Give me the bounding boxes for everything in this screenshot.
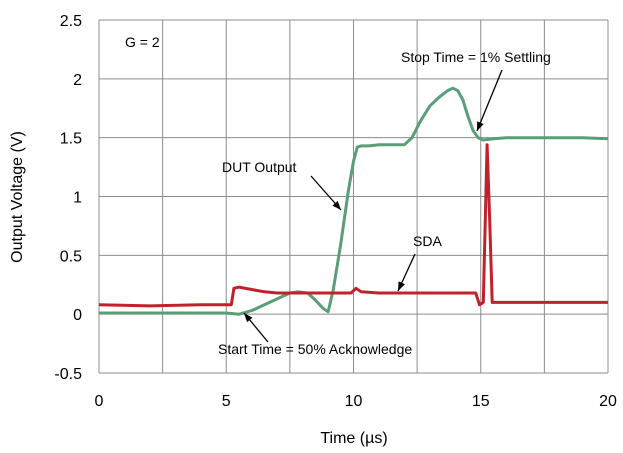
x-tick-label: 15 [472, 393, 490, 410]
y-tick-label: 0 [73, 307, 82, 324]
series-line-sda [98, 143, 608, 308]
arrow-stop-time-head [477, 121, 484, 131]
annotation-sda: SDA [413, 233, 442, 249]
y-tick-label: 2 [73, 72, 82, 89]
y-tick-label: -0.5 [54, 366, 82, 383]
annotation-gain: G = 2 [125, 34, 160, 50]
annotation-start-time: Start Time = 50% Acknowledge [218, 341, 412, 357]
grid [98, 19, 609, 374]
series-lines [98, 86, 609, 316]
y-tick-label: 1.5 [60, 131, 82, 148]
x-tick-label: 0 [95, 393, 104, 410]
x-tick-label: 20 [599, 393, 617, 410]
annotation-stop-time: Stop Time = 1% Settling [401, 49, 551, 65]
annotation-dut-output: DUT Output [222, 159, 297, 175]
arrow-sda-head [398, 281, 405, 291]
x-tick-label: 5 [222, 393, 231, 410]
series-line-dut [99, 86, 609, 316]
arrow-dut-output-head [332, 200, 341, 210]
y-tick-label: 1 [73, 190, 82, 207]
y-tick-label: 0.5 [60, 248, 82, 265]
x-tick-label: 10 [345, 393, 363, 410]
x-axis-title: Time (µs) [320, 430, 387, 447]
y-axis-title: Output Voltage (V) [9, 131, 26, 263]
arrow-stop-time [476, 69, 503, 132]
y-tick-label: 2.5 [60, 13, 82, 30]
arrow-start-time-head [244, 313, 253, 323]
tick-labels: 0 5 10 15 20 2.5 2 1.5 1 0.5 0 -0.5 [54, 13, 617, 410]
annotation-arrows [243, 69, 503, 343]
